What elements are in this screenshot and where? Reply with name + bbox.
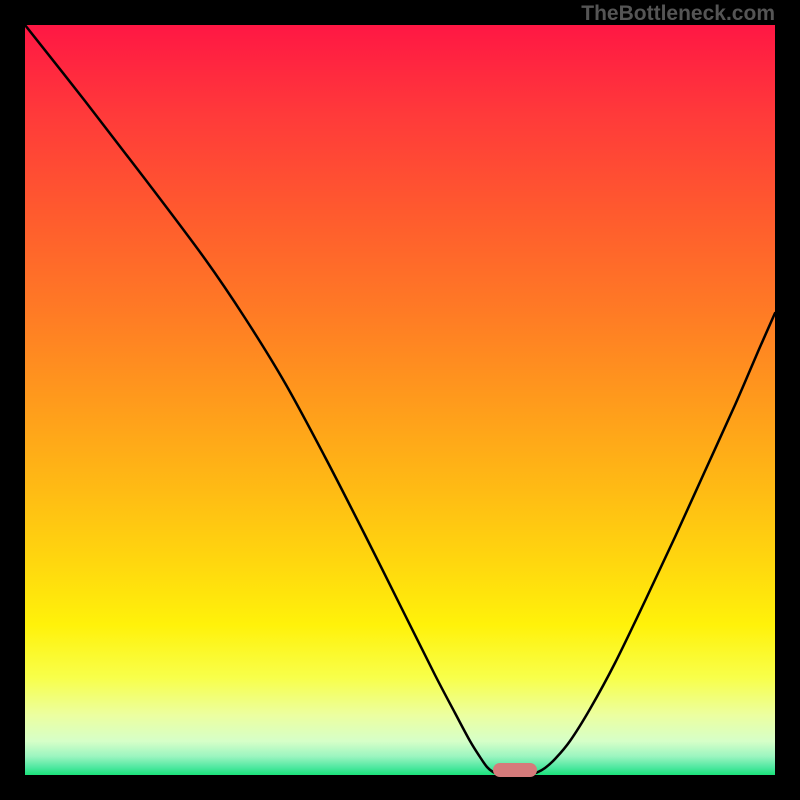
optimum-marker [493, 763, 537, 777]
chart-frame: TheBottleneck.com [0, 0, 800, 800]
bottleneck-curve [25, 25, 775, 775]
watermark-text: TheBottleneck.com [581, 2, 775, 26]
plot-area [25, 25, 775, 775]
